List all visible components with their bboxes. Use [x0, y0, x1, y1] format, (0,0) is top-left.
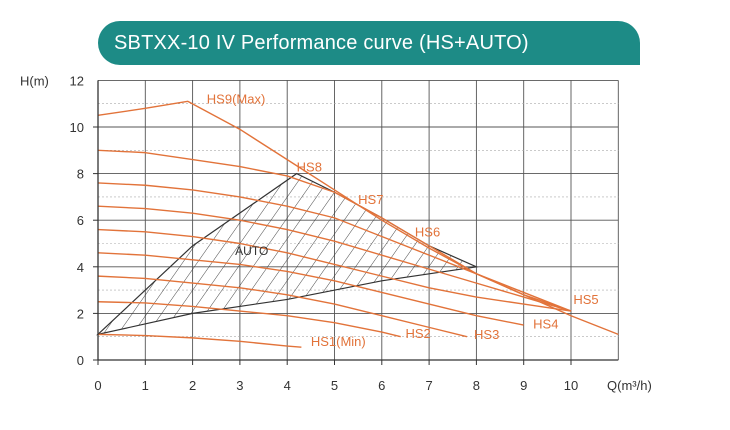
y-tick-label: 0: [77, 353, 84, 368]
x-axis-title: Q(m³/h): [607, 378, 652, 393]
curve-label-hs7: HS7: [358, 192, 383, 207]
curve-label-hs5: HS5: [573, 292, 598, 307]
curve-label-hs9-max-: HS9(Max): [207, 92, 266, 107]
curve-label-hs8: HS8: [297, 159, 322, 174]
x-tick-label: 1: [142, 378, 149, 393]
curve-label-hs2: HS2: [405, 326, 430, 341]
grid: [98, 79, 619, 360]
x-tick-label: 3: [236, 378, 243, 393]
x-tick-label: 7: [425, 378, 432, 393]
curve-hs3: [97, 275, 468, 338]
curve-label-hs4: HS4: [533, 317, 558, 332]
chart-title: SBTXX-10 IV Performance curve (HS+AUTO): [114, 31, 529, 54]
auto-region-label: AUTO: [235, 244, 268, 258]
curve-hs2: [97, 301, 401, 338]
labels: HS9(Max) HS8 HS7 HS6 HS5 HS4 HS3 HS2 HS1(Min) AUT…: [207, 92, 599, 349]
y-tick-label: 8: [77, 167, 84, 182]
y-tick-label: 4: [77, 260, 84, 275]
x-tick-label: 10: [564, 378, 578, 393]
curve-hs8: [97, 149, 572, 312]
curve-label-hs1-min-: HS1(Min): [311, 334, 366, 349]
y-tick-label: 12: [70, 73, 84, 88]
curve-hs6: [97, 205, 572, 312]
curve-hs4: [97, 252, 524, 326]
title-banner: SBTXX-10 IV Performance curve (HS+AUTO): [98, 21, 640, 65]
x-tick-label: 4: [284, 378, 291, 393]
x-tick-label: 9: [520, 378, 527, 393]
x-tick-label: 0: [94, 378, 101, 393]
y-tick-label: 10: [70, 120, 84, 135]
x-tick-label: 2: [189, 378, 196, 393]
y-tick-label: 6: [77, 213, 84, 228]
y-axis-title: H(m): [20, 73, 49, 88]
curve-label-hs3: HS3: [474, 327, 499, 342]
curve-hs5: [97, 228, 572, 312]
curves: [97, 100, 619, 348]
y-tick-label: 2: [77, 306, 84, 321]
curve-label-hs6: HS6: [415, 225, 440, 240]
x-tick-label: 5: [331, 378, 338, 393]
x-tick-label: 8: [473, 378, 480, 393]
curve-hs7: [97, 182, 572, 312]
curve-hs1-min-: [97, 333, 302, 348]
x-tick-label: 6: [378, 378, 385, 393]
